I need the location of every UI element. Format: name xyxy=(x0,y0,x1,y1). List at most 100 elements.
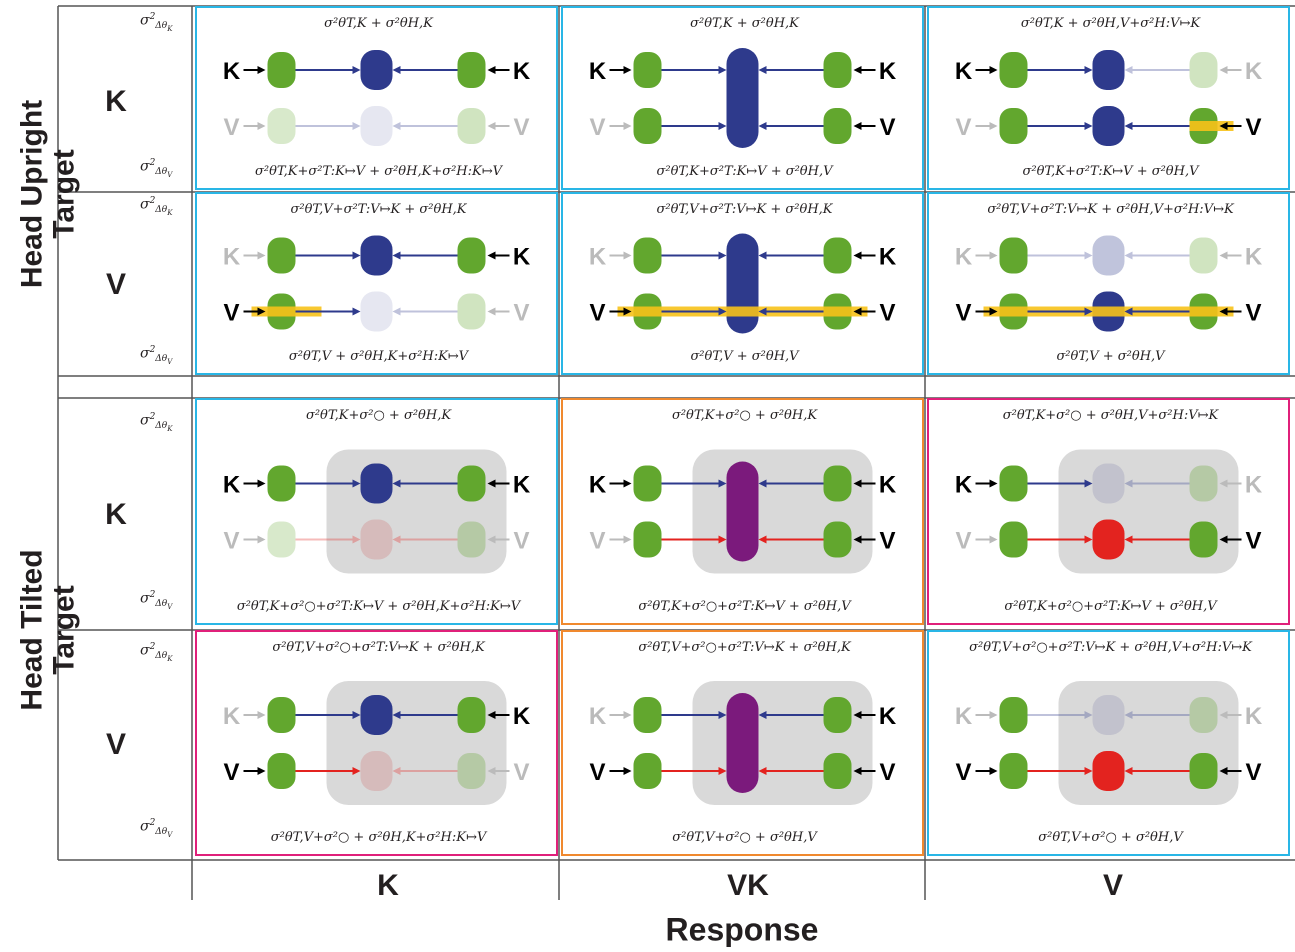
node-k xyxy=(360,695,393,735)
highlight-stripe xyxy=(983,306,1234,317)
arrow-target-k xyxy=(1027,66,1093,74)
input-arrow-v-left xyxy=(609,307,632,316)
response-module-k xyxy=(1189,465,1218,502)
node-k xyxy=(360,235,393,276)
node-k xyxy=(1092,463,1125,504)
input-letter-v-left: V xyxy=(223,759,239,786)
input-letter-v-left: V xyxy=(589,114,605,141)
node-v xyxy=(360,751,393,791)
input-letter-k-left: K xyxy=(223,472,241,499)
input-letter-k-left: K xyxy=(589,58,607,85)
input-arrow-k-left xyxy=(609,711,632,719)
combined-node xyxy=(726,693,759,793)
target-module-v xyxy=(267,521,296,558)
highlight-stripe xyxy=(617,306,868,317)
node-v xyxy=(1092,751,1125,791)
arrow-response-v xyxy=(758,767,824,775)
input-arrow-k-left xyxy=(975,479,998,488)
response-module-v xyxy=(823,521,852,558)
target-module-v xyxy=(267,753,296,789)
arrow-target-k xyxy=(295,479,361,488)
arrow-target-v xyxy=(295,122,361,130)
input-letter-k-left: K xyxy=(223,244,241,271)
target-module-k xyxy=(999,237,1028,274)
input-arrow-k-left xyxy=(609,479,632,488)
input-letter-k-left: K xyxy=(223,703,241,730)
arrow-response-v xyxy=(1124,122,1190,130)
side-sigma-bottom-2: σ2ΔθV xyxy=(140,590,173,612)
input-arrow-v-right xyxy=(853,535,876,544)
arrow-target-v xyxy=(1027,307,1093,316)
target-module-k xyxy=(633,237,662,274)
schematic: K V K V xyxy=(589,681,897,805)
schematic: K V K V xyxy=(589,233,897,334)
arrow-response-v xyxy=(1124,307,1190,316)
input-arrow-k-left xyxy=(243,711,266,719)
arrow-response-v xyxy=(392,307,458,316)
input-arrow-v-left xyxy=(975,307,998,316)
side-sigma-top-1: σ2ΔθK xyxy=(140,196,173,218)
input-arrow-v-left xyxy=(609,122,632,130)
formula-bottom: σ²θT,V+σ²○ + σ²θH,V xyxy=(672,830,817,845)
response-module-k xyxy=(457,52,486,88)
arrow-response-k xyxy=(758,479,824,488)
input-arrow-v-right xyxy=(1219,122,1242,130)
node-v xyxy=(360,291,393,332)
arrow-target-v xyxy=(295,767,361,775)
input-letter-k-left: K xyxy=(955,58,973,85)
formula-top: σ²θT,V+σ²T:V↦K + σ²θH,K xyxy=(656,202,833,217)
response-module-v xyxy=(457,521,486,558)
arrow-response-v xyxy=(392,122,458,130)
arrow-response-k xyxy=(1124,251,1190,260)
arrow-response-v xyxy=(1124,535,1190,544)
input-letter-v-right: V xyxy=(1245,114,1261,141)
response-module-k xyxy=(457,237,486,274)
input-arrow-v-left xyxy=(243,535,266,544)
response-module-k xyxy=(1189,52,1218,88)
input-arrow-k-right xyxy=(853,479,876,488)
row-label-2: K xyxy=(105,498,127,531)
side-sigma-top-0: σ2ΔθK xyxy=(140,12,173,34)
input-letter-v-right: V xyxy=(1245,300,1261,327)
input-letter-k-left: K xyxy=(223,58,241,85)
arrow-target-v xyxy=(295,535,361,544)
input-letter-v-right: V xyxy=(879,114,895,141)
arrow-target-v xyxy=(661,767,727,775)
target-module-k xyxy=(633,697,662,733)
combined-node xyxy=(726,461,759,562)
node-v xyxy=(1092,519,1125,560)
side-sigma-bottom-1: σ2ΔθV xyxy=(140,345,173,367)
panel-r3-c1: σ²θT,V+σ²○+σ²T:V↦K + σ²θH,K σ²θT,V+σ²○ + … xyxy=(561,630,924,856)
input-arrow-v-left xyxy=(975,535,998,544)
formula-top: σ²θT,K+σ²○ + σ²θH,V+σ²H:V↦K xyxy=(1002,408,1219,423)
formula-top: σ²θT,V+σ²○+σ²T:V↦K + σ²θH,V+σ²H:V↦K xyxy=(969,640,1252,655)
formula-top: σ²θT,V+σ²○+σ²T:V↦K + σ²θH,K xyxy=(272,640,485,655)
formula-bottom: σ²θT,K+σ²○+σ²T:K↦V + σ²θH,V xyxy=(1004,599,1217,614)
arrow-target-k xyxy=(1027,251,1093,260)
row-label-1: V xyxy=(105,268,127,301)
input-arrow-k-right xyxy=(487,711,510,719)
input-arrow-k-left xyxy=(975,711,998,719)
node-k xyxy=(1092,235,1125,276)
input-arrow-k-left xyxy=(243,66,266,74)
formula-bottom: σ²θT,V + σ²θH,V xyxy=(1056,349,1165,364)
input-arrow-k-left xyxy=(609,66,632,74)
arrow-target-v xyxy=(1027,535,1093,544)
side-sigma-bottom-3: σ2ΔθV xyxy=(140,818,173,840)
node-k xyxy=(360,463,393,504)
schematic: K V K V xyxy=(955,449,1263,574)
input-letter-v-right: V xyxy=(513,528,529,555)
node-k xyxy=(1092,695,1125,735)
arrow-response-v xyxy=(758,535,824,544)
target-module-k xyxy=(633,465,662,502)
input-letter-v-left: V xyxy=(223,114,239,141)
schematic: K V K V xyxy=(955,235,1263,332)
target-module-k xyxy=(267,52,296,88)
response-module-k xyxy=(1189,697,1218,733)
side-sigma-top-2: σ2ΔθK xyxy=(140,412,173,434)
input-arrow-v-right xyxy=(853,767,876,775)
row-group-label-upright: Head Upright Target xyxy=(16,100,81,288)
input-letter-k-right: K xyxy=(513,472,531,499)
row-group-label-tilted: Head Tilted Target xyxy=(16,549,81,710)
